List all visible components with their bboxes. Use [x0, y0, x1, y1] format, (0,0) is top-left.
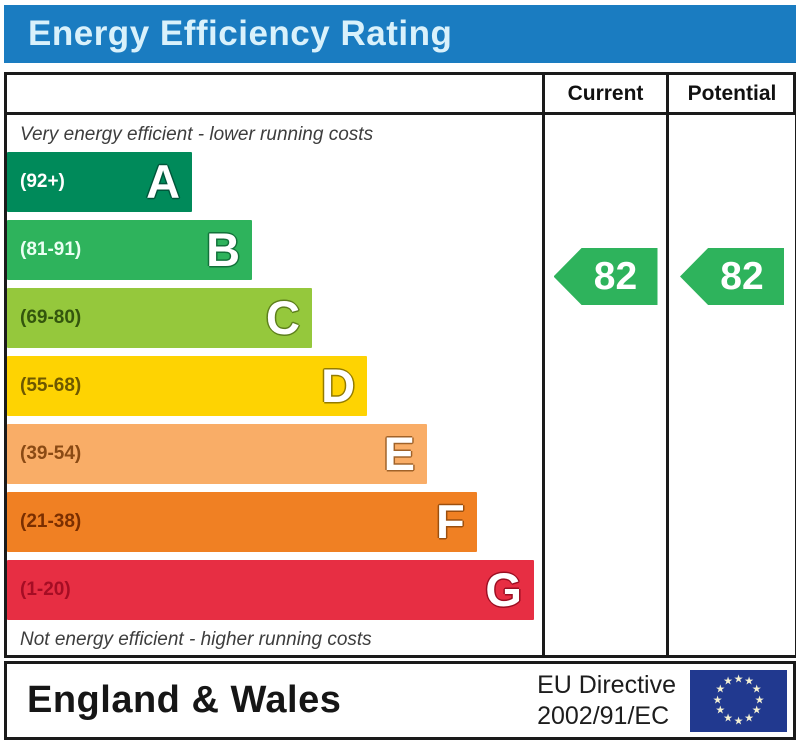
eu-directive-line1: EU Directive [537, 671, 676, 699]
eu-directive-label: EU Directive 2002/91/EC [537, 670, 676, 731]
band-letter: D [321, 359, 356, 412]
band-E: (39-54) E [7, 424, 427, 484]
eu-flag-icon: ★ ★ ★ ★ ★ ★ ★ ★ ★ ★ ★ ★ [690, 669, 787, 732]
eu-flag-star: ★ [733, 673, 744, 685]
current-rating-arrow: 82 [553, 248, 658, 305]
rating-bands: (92+) A (81-91) B (69-80) C (55-68) D (39-54) E (2… [7, 152, 542, 620]
band-D: (55-68) D [7, 356, 368, 416]
eu-flag-star: ★ [751, 704, 762, 717]
eu-flag-star: ★ [723, 675, 733, 688]
potential-rating-value: 82 [720, 254, 764, 298]
band-letter: F [436, 495, 465, 548]
band-range-label: (1-20) [20, 579, 71, 600]
band-range-label: (39-54) [20, 443, 82, 464]
potential-rating-cell: 82 [666, 115, 795, 655]
potential-rating-arrow: 82 [680, 248, 784, 305]
band-F: (21-38) F [7, 492, 477, 552]
eu-flag-star: ★ [754, 694, 765, 706]
band-letter: E [383, 427, 415, 480]
band-G: (1-20) G [7, 560, 534, 620]
band-C: (69-80) C [7, 288, 312, 348]
band-range-label: (69-80) [20, 307, 82, 328]
current-column-header: Current [542, 75, 666, 115]
page-title: Energy Efficiency Rating [4, 5, 796, 63]
current-rating-cell: 82 [542, 115, 666, 655]
chart-header-spacer [7, 75, 542, 115]
band-range-label: (21-38) [20, 511, 82, 532]
eu-flag-star: ★ [744, 675, 754, 688]
band-letter: B [206, 223, 241, 276]
footer-bar: England & Wales EU Directive 2002/91/EC … [4, 661, 796, 740]
eu-flag-star: ★ [715, 704, 726, 717]
rating-scale: Very energy efficient - lower running co… [7, 115, 542, 655]
band-letter: C [265, 291, 300, 344]
band-letter: G [485, 563, 522, 616]
band-letter: A [146, 155, 181, 208]
rating-table: Current Potential Very energy efficient … [4, 72, 796, 658]
current-rating-value: 82 [593, 254, 638, 298]
top-note: Very energy efficient - lower running co… [20, 124, 374, 145]
potential-column-header: Potential [666, 75, 795, 115]
band-range-label: (81-91) [20, 239, 82, 260]
region-label: England & Wales [27, 679, 342, 721]
eu-flag-star: ★ [733, 715, 744, 727]
eu-directive-line2: 2002/91/EC [537, 701, 670, 730]
eu-flag-star: ★ [744, 712, 754, 725]
eu-flag-star: ★ [751, 683, 762, 696]
band-range-label: (92+) [20, 171, 65, 192]
band-A: (92+) A [7, 152, 193, 212]
eu-flag-star: ★ [715, 683, 726, 696]
eu-flag-star: ★ [723, 712, 733, 725]
band-B: (81-91) B [7, 220, 253, 280]
band-range-label: (55-68) [20, 375, 82, 396]
eu-flag-star: ★ [712, 694, 723, 706]
bottom-note: Not energy efficient - higher running co… [20, 629, 372, 650]
